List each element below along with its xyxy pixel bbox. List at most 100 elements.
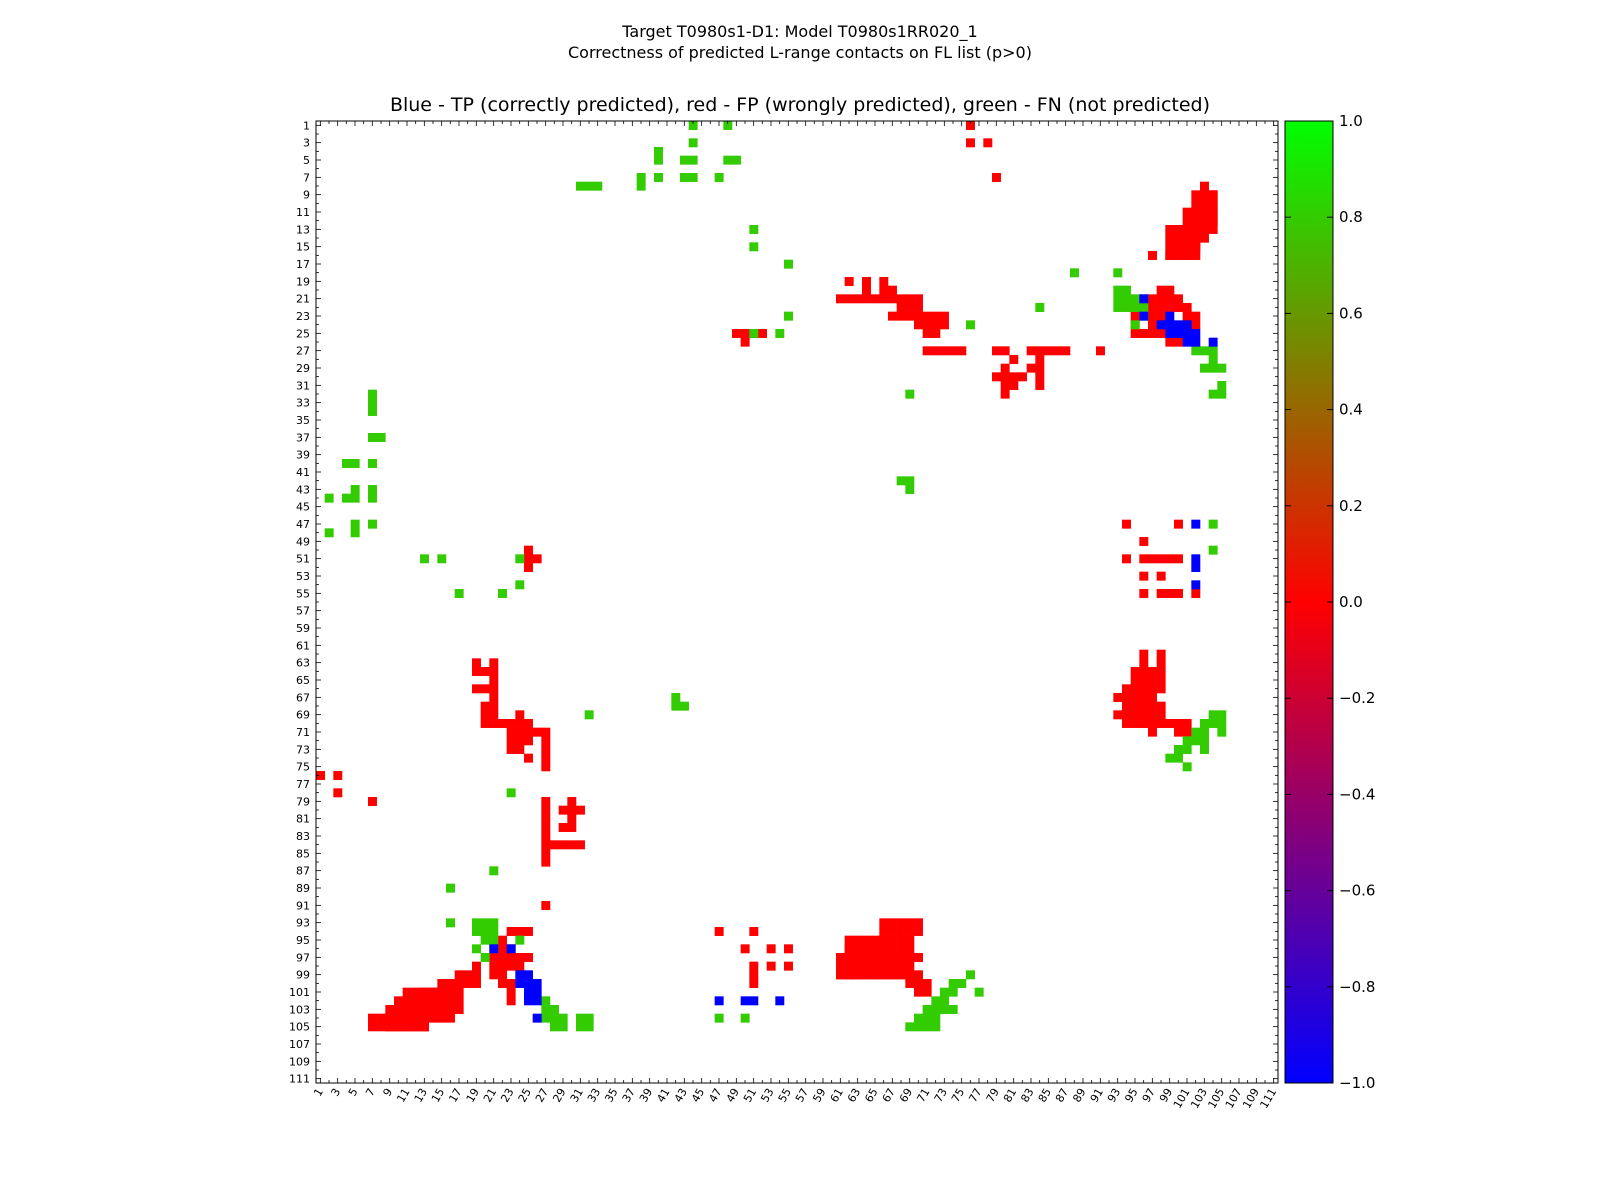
x-tick-label: 49 <box>724 1086 742 1105</box>
fp-cell <box>879 927 889 936</box>
fp-cell <box>541 831 551 841</box>
fp-cell <box>1174 519 1183 529</box>
x-tick-label: 57 <box>793 1086 811 1105</box>
fp-cell <box>940 311 949 321</box>
fp-cell <box>879 918 889 928</box>
fn-cell <box>489 935 499 945</box>
fp-cell <box>420 996 429 1006</box>
y-tick-label: 81 <box>296 813 310 826</box>
fn-cell <box>350 528 360 538</box>
x-tick-label: 91 <box>1088 1086 1106 1105</box>
colorbar-tick-label: 0.0 <box>1339 593 1363 611</box>
fp-cell <box>1009 355 1019 364</box>
fn-cell <box>454 589 464 598</box>
fp-cell <box>740 329 750 338</box>
fp-cell <box>870 970 880 980</box>
fp-cell <box>1148 294 1157 304</box>
fp-cell <box>1174 294 1183 304</box>
fp-cell <box>844 953 854 962</box>
tp-cell <box>1191 580 1201 590</box>
x-tick-label: 29 <box>550 1086 568 1105</box>
fp-cell <box>402 1022 412 1032</box>
fp-cell <box>541 840 551 850</box>
chart-subtitle: Blue - TP (correctly predicted), red - F… <box>389 94 1211 116</box>
x-tick-label: 21 <box>481 1086 499 1105</box>
y-tick-label: 67 <box>296 691 310 704</box>
fp-cell <box>1148 675 1157 685</box>
fn-cell <box>1200 727 1209 737</box>
x-tick-label: 53 <box>758 1086 776 1105</box>
fp-cell <box>879 953 889 962</box>
fp-cell <box>506 727 516 737</box>
fp-cell <box>896 311 906 321</box>
fn-cell <box>896 476 906 486</box>
fp-cell <box>1208 199 1218 208</box>
fn-cell <box>680 155 689 165</box>
fp-cell <box>1174 337 1183 347</box>
y-tick-label: 63 <box>296 657 310 670</box>
fp-cell <box>402 1013 412 1023</box>
fp-cell <box>1191 251 1201 260</box>
fn-cell <box>905 1022 915 1032</box>
fp-cell <box>1156 311 1166 321</box>
y-tick-label: 71 <box>296 726 310 739</box>
fp-cell <box>1122 701 1131 711</box>
fp-cell <box>1148 251 1157 260</box>
fn-cell <box>1113 268 1123 278</box>
fp-cell <box>931 320 941 330</box>
x-tick-label: 81 <box>1001 1086 1019 1105</box>
fp-cell <box>1122 684 1131 694</box>
fp-cell <box>896 918 906 928</box>
fn-cell <box>914 1013 923 1023</box>
fn-cell <box>680 701 689 711</box>
fp-cell <box>472 970 481 980</box>
fn-cell <box>515 935 525 945</box>
fp-cell <box>1200 181 1209 191</box>
fp-cell <box>922 979 932 988</box>
fn-cell <box>1122 294 1131 304</box>
y-tick-label: 21 <box>296 293 310 306</box>
fp-cell <box>1200 190 1209 200</box>
y-tick-label: 73 <box>296 743 310 756</box>
fp-cell <box>862 294 871 304</box>
fp-cell <box>524 563 533 572</box>
fn-cell <box>506 788 516 798</box>
fp-cell <box>1165 719 1175 728</box>
fp-cell <box>1156 554 1166 564</box>
fn-cell <box>550 1013 559 1023</box>
fp-cell <box>498 719 507 728</box>
fn-cell <box>905 485 915 494</box>
fn-cell <box>654 173 663 182</box>
fn-cell <box>368 398 377 408</box>
fp-cell <box>1139 537 1149 546</box>
fp-cell <box>1052 346 1062 356</box>
x-tick-label: 107 <box>1223 1086 1245 1111</box>
fn-cell <box>723 155 733 165</box>
fp-cell <box>766 961 776 971</box>
fn-cell <box>974 987 984 997</box>
fp-cell <box>385 1022 395 1032</box>
fn-cell <box>350 519 360 529</box>
fp-cell <box>1130 710 1140 720</box>
fp-cell <box>905 944 915 954</box>
fp-cell <box>480 684 490 694</box>
fp-cell <box>1156 285 1166 295</box>
fn-cell <box>1208 545 1218 555</box>
fp-cell <box>489 701 499 711</box>
fp-cell <box>1130 701 1140 711</box>
fp-cell <box>1148 303 1157 312</box>
fp-cell <box>1174 233 1183 243</box>
fn-cell <box>732 155 741 165</box>
x-tick-label: 99 <box>1157 1086 1175 1105</box>
fp-cell <box>1139 571 1149 581</box>
fp-cell <box>394 1022 403 1032</box>
fn-cell <box>931 1022 941 1032</box>
tp-cell <box>532 1013 542 1023</box>
x-tick-label: 63 <box>845 1086 863 1105</box>
fp-cell <box>1156 675 1166 685</box>
tp-cell <box>1174 320 1183 330</box>
fp-cell <box>498 961 507 971</box>
x-tick-label: 103 <box>1188 1086 1210 1111</box>
fp-cell <box>888 285 897 295</box>
fp-cell <box>1139 719 1149 728</box>
